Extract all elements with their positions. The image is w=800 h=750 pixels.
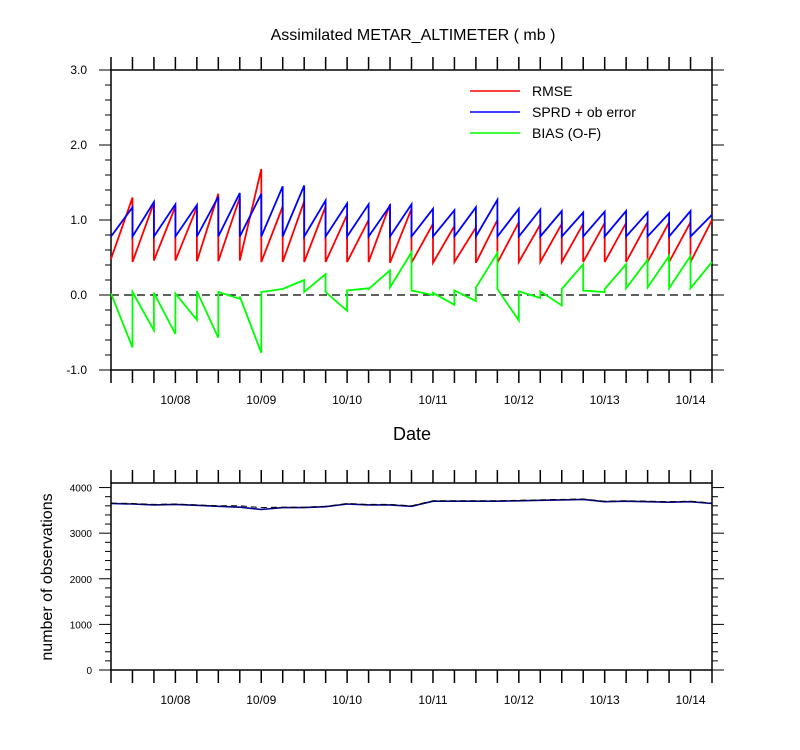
x-tick-label: 10/13: [590, 393, 620, 407]
y-tick-label: 0: [86, 666, 92, 677]
x-tick-label: 10/08: [160, 393, 190, 407]
x-tick-label: 10/11: [418, 393, 447, 407]
legend-label-rmse: RMSE: [532, 83, 572, 99]
bottom-x-tick-labels: 10/08 10/09 10/10 10/11 10/12 10/13 10/14: [160, 693, 705, 707]
y-axis-label: number of observations: [39, 493, 56, 660]
x-tick-label: 10/13: [590, 693, 620, 707]
y-tick-label: 4000: [70, 484, 93, 495]
x-tick-label: 10/08: [160, 693, 190, 707]
y-tick-label: 3000: [70, 529, 93, 540]
series-line-observations-dashed: [110, 498, 713, 509]
bottom-ticks: [99, 470, 724, 683]
y-tick-label: 3.0: [70, 63, 87, 77]
top-x-tick-labels: 10/08 10/09 10/10 10/11 10/12 10/13 10/14: [160, 393, 705, 407]
x-tick-label: 10/09: [246, 693, 276, 707]
x-tick-label: 10/11: [418, 693, 447, 707]
chart-title: Assimilated METAR_ALTIMETER ( mb ): [271, 27, 556, 44]
top-ticks: [99, 57, 724, 383]
bottom-series: [110, 498, 713, 511]
x-tick-label: 10/10: [332, 693, 362, 707]
series-line-bias-o-f: [110, 249, 713, 354]
top-y-tick-labels: 3.0 2.0 1.0 0.0 -1.0: [66, 63, 87, 377]
y-tick-label: 2000: [70, 575, 93, 586]
y-tick-label: 1.0: [70, 213, 87, 227]
y-tick-label: 1000: [70, 620, 93, 631]
legend-label-bias: BIAS (O-F): [532, 125, 601, 141]
y-tick-label: -1.0: [66, 363, 87, 377]
x-axis-label: Date: [393, 424, 431, 444]
y-tick-label: 0.0: [70, 288, 87, 302]
series-line-sprd-ob-error: [110, 185, 713, 240]
x-tick-label: 10/09: [246, 393, 276, 407]
top-series: [110, 168, 713, 354]
legend: RMSE SPRD + ob error BIAS (O-F): [470, 83, 636, 141]
x-tick-label: 10/14: [676, 693, 706, 707]
x-tick-label: 10/10: [332, 393, 362, 407]
bottom-y-tick-labels: 4000 3000 2000 1000 0: [70, 484, 93, 677]
y-tick-label: 2.0: [70, 138, 87, 152]
x-tick-label: 10/14: [676, 393, 706, 407]
bottom-plot-frame: [110, 482, 713, 671]
top-chart: 3.02.01.00.0-1.0 10/08 10/09 10/10 10/11 10/…: [66, 57, 724, 407]
legend-label-sprd: SPRD + ob error: [532, 104, 636, 120]
x-tick-label: 10/12: [504, 393, 534, 407]
x-tick-label: 10/12: [504, 693, 534, 707]
